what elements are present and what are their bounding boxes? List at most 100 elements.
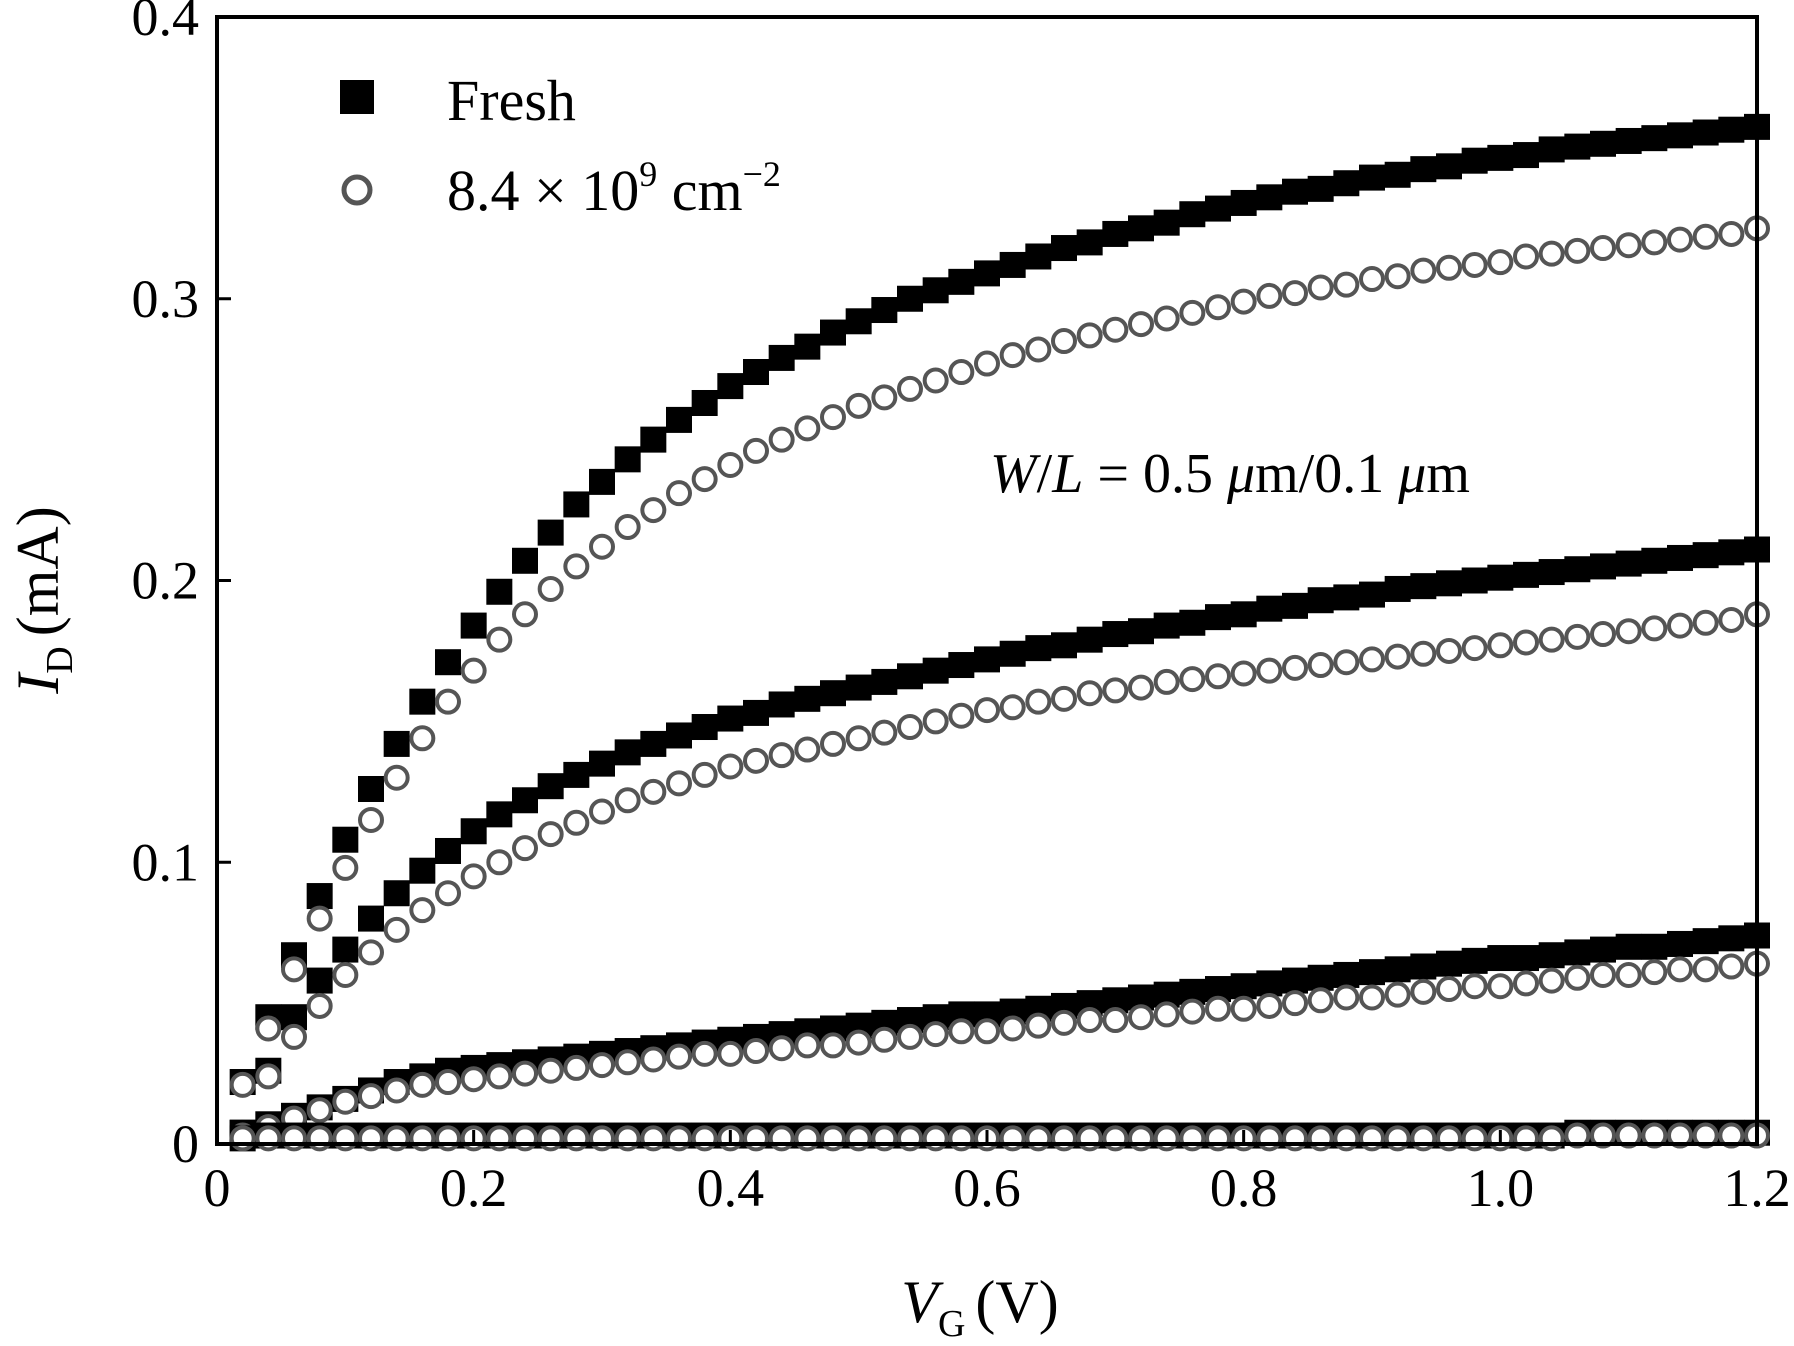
irradiated-point bbox=[486, 626, 513, 653]
irradiated-point bbox=[281, 956, 307, 983]
irradiated-point bbox=[1128, 1004, 1154, 1031]
irradiated-point bbox=[1256, 992, 1283, 1019]
fresh-point bbox=[1282, 967, 1308, 994]
irradiated-point bbox=[1102, 677, 1129, 704]
irradiated-point bbox=[1384, 643, 1411, 670]
irradiated-point bbox=[1333, 984, 1360, 1011]
fresh-point bbox=[1590, 553, 1616, 580]
fresh-point bbox=[409, 688, 436, 715]
fresh-point bbox=[1487, 945, 1514, 972]
fresh-point bbox=[1590, 130, 1616, 157]
irradiated-point bbox=[1487, 249, 1514, 276]
irradiated-point bbox=[1410, 1125, 1437, 1152]
y-tick-label: 0.4 bbox=[132, 0, 200, 47]
fresh-point bbox=[1641, 547, 1668, 574]
irradiated-point bbox=[229, 1125, 256, 1152]
irradiated-point bbox=[1128, 674, 1154, 701]
irradiated-point bbox=[332, 1088, 359, 1115]
irradiated-point bbox=[1333, 649, 1360, 676]
irradiated-point bbox=[1256, 657, 1283, 684]
fresh-point bbox=[358, 905, 384, 932]
fresh-point bbox=[1513, 561, 1539, 588]
fresh-point bbox=[1718, 925, 1745, 952]
fresh-point bbox=[589, 750, 615, 777]
irradiated-point bbox=[1051, 1125, 1077, 1152]
irradiated-point bbox=[383, 1077, 410, 1104]
irradiated-point bbox=[1282, 990, 1308, 1017]
irradiated-point bbox=[1667, 226, 1693, 253]
irradiated-point bbox=[281, 1125, 307, 1152]
irradiated-point bbox=[1153, 1125, 1180, 1152]
irradiated-point bbox=[589, 533, 615, 560]
fresh-point bbox=[1256, 184, 1283, 211]
irradiated-point bbox=[409, 725, 436, 752]
fresh-point bbox=[1487, 564, 1514, 591]
fresh-point bbox=[871, 297, 898, 324]
x-tick-label: 0.6 bbox=[953, 1158, 1021, 1218]
fresh-point bbox=[1307, 587, 1334, 614]
fresh-point bbox=[948, 268, 975, 295]
irradiated-point bbox=[383, 916, 410, 943]
fresh-point bbox=[845, 308, 872, 335]
irradiated-point bbox=[435, 688, 461, 715]
irradiated-point bbox=[794, 736, 821, 763]
fresh-point bbox=[1436, 570, 1462, 597]
fresh-point bbox=[435, 837, 461, 864]
irradiated-point bbox=[1436, 1125, 1462, 1152]
fresh-point bbox=[1384, 161, 1411, 188]
irradiated-point bbox=[1307, 987, 1334, 1014]
irradiated-point bbox=[563, 809, 590, 836]
fresh-point bbox=[691, 389, 718, 416]
irradiated-point bbox=[768, 742, 795, 769]
irradiated-point bbox=[1256, 1125, 1283, 1152]
irradiated-point bbox=[537, 575, 564, 602]
fresh-point bbox=[1641, 125, 1668, 152]
irradiated-point bbox=[1359, 266, 1385, 293]
irradiated-point bbox=[1333, 271, 1360, 298]
fresh-point bbox=[306, 967, 333, 994]
irradiated-point bbox=[614, 787, 641, 814]
fresh-point bbox=[1692, 119, 1719, 146]
irradiated-point bbox=[1359, 984, 1385, 1011]
irradiated-point bbox=[820, 1125, 846, 1152]
irradiated-point bbox=[999, 1015, 1026, 1042]
fresh-point bbox=[1282, 592, 1308, 619]
irradiated-point bbox=[1564, 237, 1591, 264]
irradiated-point bbox=[1590, 961, 1616, 988]
irradiated-point bbox=[922, 1021, 949, 1048]
irradiated-point bbox=[948, 359, 975, 386]
irradiated-point bbox=[1641, 1122, 1668, 1149]
irradiated-point bbox=[1153, 1001, 1180, 1028]
irradiated-point bbox=[666, 480, 692, 507]
irradiated-point bbox=[1359, 1125, 1385, 1152]
fresh-point bbox=[1230, 601, 1257, 628]
irradiated-point bbox=[1564, 964, 1591, 991]
fresh-point bbox=[1333, 170, 1360, 197]
irradiated-point bbox=[486, 1125, 513, 1152]
irradiated-point bbox=[512, 1060, 538, 1087]
fresh-point bbox=[1153, 612, 1180, 639]
fresh-point bbox=[486, 801, 513, 828]
fresh-point bbox=[1564, 556, 1591, 583]
irradiated-point bbox=[1436, 637, 1462, 664]
irradiated-point bbox=[1256, 282, 1283, 309]
fresh-point bbox=[974, 260, 1000, 287]
irradiated-point bbox=[358, 939, 384, 966]
irradiated-point bbox=[794, 1125, 821, 1152]
irradiated-point bbox=[743, 747, 769, 774]
fresh-point bbox=[1128, 215, 1154, 242]
irradiated-point bbox=[1590, 621, 1616, 648]
irradiated-point bbox=[640, 497, 667, 524]
fresh-point bbox=[999, 640, 1026, 667]
irradiated-point bbox=[1718, 1122, 1745, 1149]
fresh-point bbox=[897, 285, 923, 312]
fresh-point bbox=[1230, 189, 1257, 216]
irradiated-point bbox=[1230, 660, 1257, 687]
data-marks bbox=[229, 113, 1770, 1152]
fresh-point bbox=[1076, 626, 1103, 653]
irradiated-point bbox=[1692, 1122, 1719, 1149]
fresh-point bbox=[1307, 175, 1334, 202]
fresh-point bbox=[1461, 147, 1488, 174]
irradiated-point bbox=[1384, 981, 1411, 1008]
